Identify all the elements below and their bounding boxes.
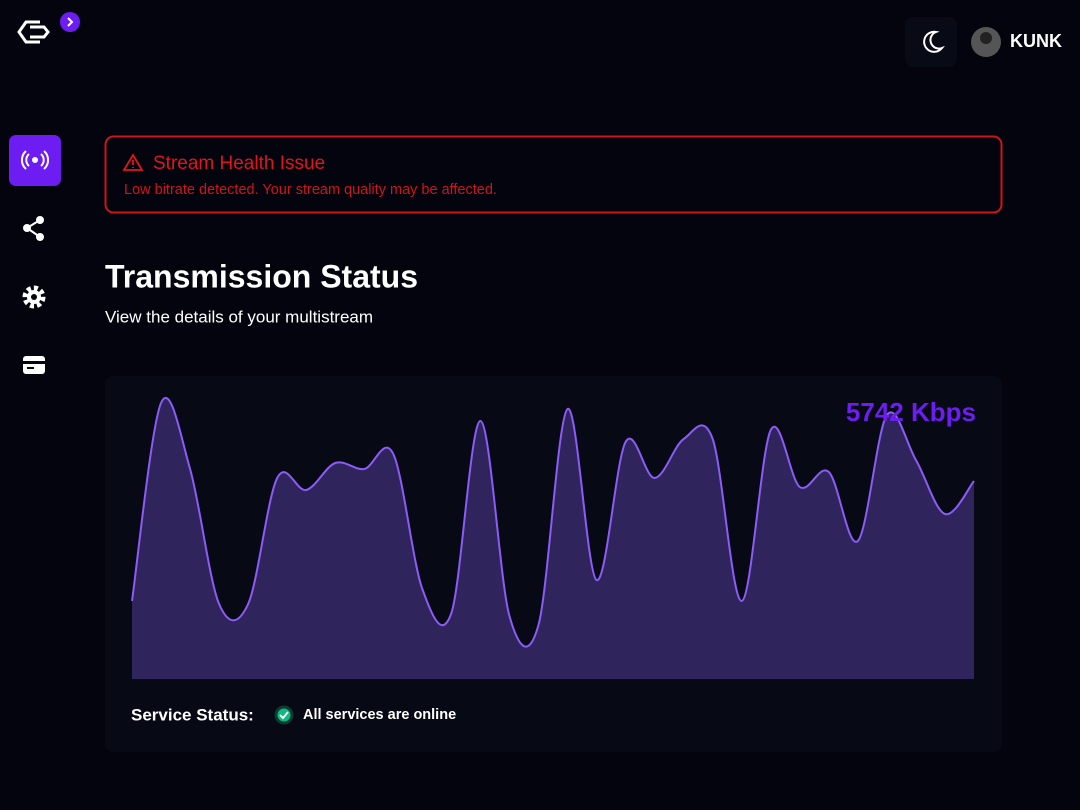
alert-message: Low bitrate detected. Your stream qualit… [124, 182, 497, 198]
avatar-head [980, 32, 992, 44]
expand-icon [67, 17, 74, 27]
status-dot [274, 705, 294, 725]
alert-box [104, 135, 1003, 214]
nav-share[interactable] [23, 216, 44, 241]
status-text: All services are online [303, 707, 456, 723]
bitrate-line [131, 397, 975, 648]
warning-icon [122, 153, 144, 171]
broadcast-icon [20, 150, 50, 170]
nav-billing[interactable] [23, 356, 45, 374]
chart [131, 397, 975, 679]
check-icon [279, 711, 289, 720]
expand-button[interactable] [60, 12, 80, 32]
nav-settings[interactable] [22, 285, 46, 309]
page-subtitle: View the details of your multistream [105, 307, 373, 326]
user-name[interactable]: KUNK [1010, 31, 1062, 51]
page-title: Transmission Status [105, 258, 418, 294]
status-label: Service Status: [131, 705, 254, 724]
moon-icon [923, 30, 945, 53]
alert-title: Stream Health Issue [153, 153, 325, 174]
logo[interactable] [17, 20, 50, 44]
bitrate-label: 5742 Kbps [846, 397, 976, 427]
